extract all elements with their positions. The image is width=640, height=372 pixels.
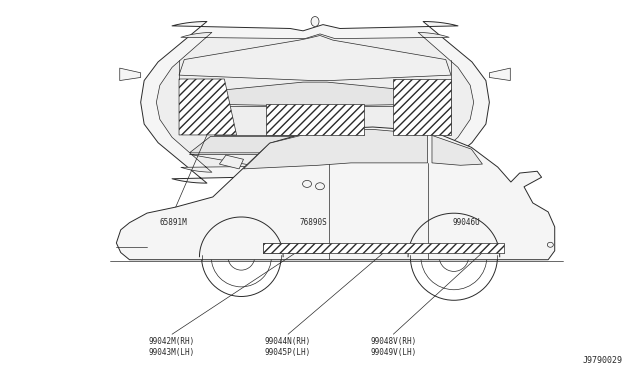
Polygon shape xyxy=(193,82,437,106)
Polygon shape xyxy=(263,243,504,253)
Ellipse shape xyxy=(303,180,312,187)
Text: 99046U: 99046U xyxy=(452,218,481,227)
Polygon shape xyxy=(490,68,510,81)
Text: 65891M: 65891M xyxy=(159,218,188,227)
Polygon shape xyxy=(220,155,243,169)
Ellipse shape xyxy=(547,242,554,247)
Ellipse shape xyxy=(316,183,324,190)
Polygon shape xyxy=(394,79,451,135)
Polygon shape xyxy=(263,243,329,253)
Polygon shape xyxy=(266,104,364,135)
Polygon shape xyxy=(432,135,483,165)
Ellipse shape xyxy=(311,16,319,26)
Text: J9790029: J9790029 xyxy=(583,356,623,365)
Text: 99048V(RH): 99048V(RH) xyxy=(370,337,417,346)
Text: 76890S: 76890S xyxy=(300,218,328,227)
Text: 99045P(LH): 99045P(LH) xyxy=(265,348,311,357)
Polygon shape xyxy=(189,154,440,174)
Polygon shape xyxy=(189,137,440,153)
Polygon shape xyxy=(243,129,428,169)
Polygon shape xyxy=(141,22,490,183)
Text: 99043M(LH): 99043M(LH) xyxy=(149,348,195,357)
Polygon shape xyxy=(116,127,555,260)
Text: 99044N(RH): 99044N(RH) xyxy=(265,337,311,346)
Polygon shape xyxy=(156,32,474,172)
Text: 99049V(LH): 99049V(LH) xyxy=(370,348,417,357)
Polygon shape xyxy=(120,68,141,81)
Polygon shape xyxy=(179,35,451,81)
Text: 99042M(RH): 99042M(RH) xyxy=(149,337,195,346)
Polygon shape xyxy=(179,79,237,135)
Polygon shape xyxy=(214,106,416,135)
